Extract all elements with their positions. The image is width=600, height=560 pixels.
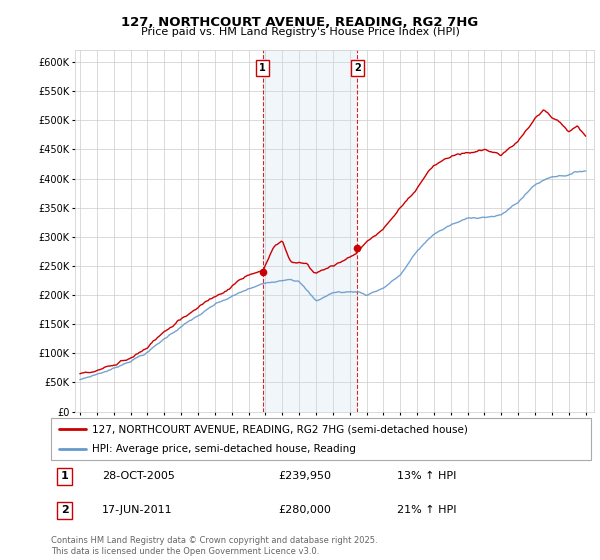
Text: 2: 2	[61, 505, 68, 515]
Text: Price paid vs. HM Land Registry's House Price Index (HPI): Price paid vs. HM Land Registry's House …	[140, 27, 460, 37]
Text: Contains HM Land Registry data © Crown copyright and database right 2025.
This d: Contains HM Land Registry data © Crown c…	[51, 536, 377, 556]
Text: 127, NORTHCOURT AVENUE, READING, RG2 7HG (semi-detached house): 127, NORTHCOURT AVENUE, READING, RG2 7HG…	[91, 424, 467, 435]
Text: HPI: Average price, semi-detached house, Reading: HPI: Average price, semi-detached house,…	[91, 444, 355, 454]
Text: 13% ↑ HPI: 13% ↑ HPI	[397, 472, 456, 482]
Text: 1: 1	[61, 472, 68, 482]
Text: 28-OCT-2005: 28-OCT-2005	[103, 472, 175, 482]
Text: 2: 2	[354, 63, 361, 73]
Text: 127, NORTHCOURT AVENUE, READING, RG2 7HG: 127, NORTHCOURT AVENUE, READING, RG2 7HG	[121, 16, 479, 29]
Text: 1: 1	[259, 63, 266, 73]
Text: 21% ↑ HPI: 21% ↑ HPI	[397, 505, 456, 515]
Text: 17-JUN-2011: 17-JUN-2011	[103, 505, 173, 515]
Text: £239,950: £239,950	[278, 472, 331, 482]
FancyBboxPatch shape	[51, 418, 591, 460]
Text: £280,000: £280,000	[278, 505, 331, 515]
Bar	[263, 50, 358, 412]
